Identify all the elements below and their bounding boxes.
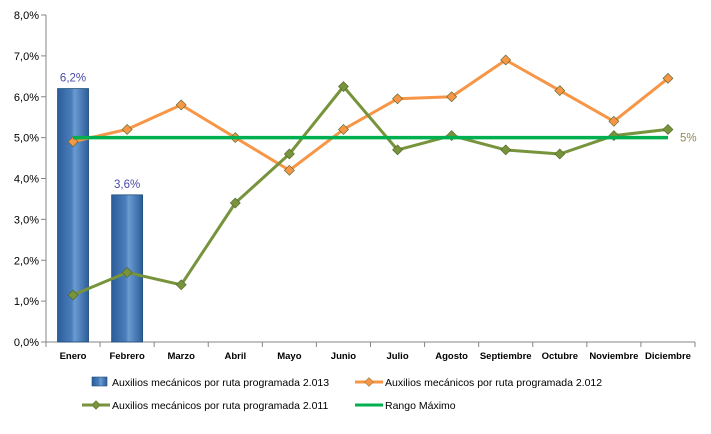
x-tick-label: Septiembre: [480, 351, 532, 362]
line-marker: [283, 164, 295, 176]
bar-data-label: 6,2%: [60, 73, 86, 85]
legend-marker: [364, 377, 374, 387]
y-tick-label: 7,0%: [14, 51, 39, 63]
series-line: [72, 85, 669, 297]
x-tick-label: Enero: [60, 351, 87, 362]
line-marker: [175, 279, 187, 291]
x-tick-label: Mayo: [277, 351, 301, 362]
y-tick-label: 2,0%: [14, 255, 39, 267]
y-tick-label: 3,0%: [14, 214, 39, 226]
legend-label: Auxilios mecánicos por ruta programada 2…: [385, 377, 602, 389]
series-line: [72, 58, 669, 172]
legend-label: Auxilios mecánicos por ruta programada 2…: [112, 377, 329, 389]
legend-swatch: [91, 376, 108, 387]
y-tick-label: 0,0%: [14, 337, 39, 349]
y-tick-label: 8,0%: [14, 10, 39, 22]
x-tick-label: Julio: [386, 351, 408, 362]
line-marker: [392, 144, 403, 156]
line-marker: [446, 91, 458, 103]
line-marker: [608, 115, 620, 127]
line-marker: [229, 197, 241, 209]
reference-line-label: 5%: [680, 133, 697, 145]
line-marker: [67, 289, 79, 301]
line-marker: [121, 267, 133, 278]
line-marker: [392, 93, 403, 105]
line-marker: [662, 72, 674, 84]
line-marker: [554, 85, 566, 97]
bar-data-label: 3,6%: [114, 179, 140, 191]
line-marker: [500, 144, 512, 156]
line-marker: [554, 148, 566, 160]
legend-label: Auxilios mecánicos por ruta programada 2…: [112, 400, 328, 412]
x-tick-label: Febrero: [109, 351, 145, 362]
y-tick-label: 4,0%: [14, 174, 39, 186]
legend-label: Rango Máximo: [385, 400, 456, 412]
line-marker: [121, 124, 133, 135]
x-tick-label: Junio: [331, 351, 357, 362]
line-marker: [283, 148, 295, 160]
bar: [57, 88, 89, 343]
legend-marker: [91, 400, 101, 410]
line-marker: [338, 81, 349, 92]
y-tick-label: 6,0%: [14, 92, 39, 104]
y-tick-label: 5,0%: [14, 133, 39, 145]
line-marker: [175, 99, 187, 111]
x-tick-label: Noviembre: [589, 351, 638, 362]
x-tick-label: Marzo: [167, 351, 195, 362]
x-tick-label: Abril: [224, 351, 246, 362]
line-marker: [338, 124, 349, 135]
line-marker: [500, 54, 512, 66]
y-tick-label: 1,0%: [14, 296, 39, 308]
x-tick-label: Octubre: [542, 351, 578, 362]
x-tick-label: Diciembre: [645, 351, 691, 362]
x-tick-label: Agosto: [435, 351, 468, 362]
line-marker: [662, 124, 674, 135]
